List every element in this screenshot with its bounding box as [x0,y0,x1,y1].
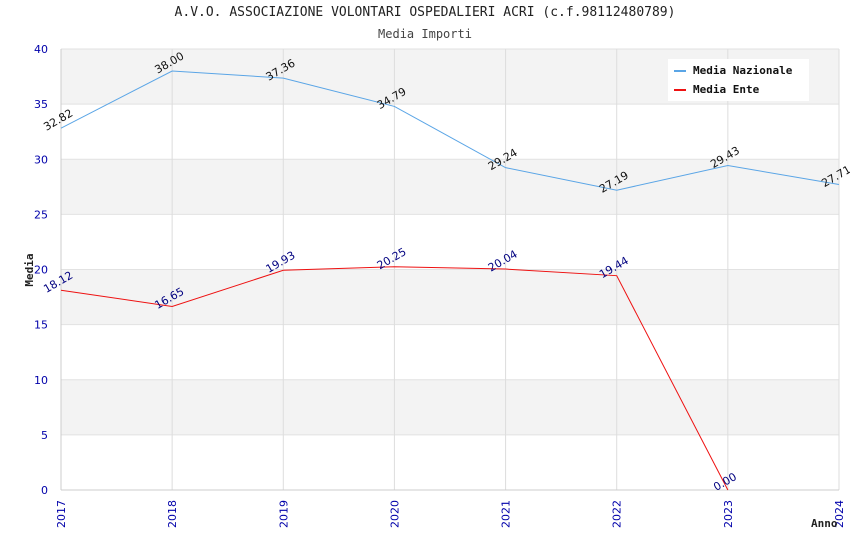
x-tick-label: 2023 [722,500,735,528]
x-tick-label: 2018 [166,500,179,528]
x-tick-label: 2022 [611,500,624,528]
grid-band [61,324,839,380]
y-tick-label: 40 [34,43,48,56]
x-tick-label: 2017 [55,500,68,528]
grid-band [61,434,839,490]
series-line [60,266,729,491]
grid-band [61,159,839,215]
x-tick-label: 2024 [833,500,846,528]
legend-label-media-nazionale: Media Nazionale [693,64,793,77]
legend-item-media-nazionale: Media Nazionale [674,64,792,78]
chart-title: A.V.O. ASSOCIAZIONE VOLONTARI OSPEDALIER… [174,5,676,20]
y-tick-label: 20 [34,264,48,277]
legend-swatch-media-ente [674,89,686,91]
x-axis-label: Anno [811,517,838,530]
x-tick-label: 2021 [500,500,513,528]
y-tick-label: 15 [34,319,48,332]
legend-swatch-media-nazionale [674,70,686,72]
y-tick-label: 30 [34,153,48,166]
x-tick-label: 2019 [277,500,290,528]
axes: 0 5 10 15 20 25 30 35 40 2017 2018 2019 2020 2021 2022… [34,43,846,528]
chart-subtitle: Media Importi [378,27,472,41]
legend-label-media-ente: Media Ente [693,83,760,96]
grid-band [61,214,839,270]
x-tick-label: 2020 [388,500,401,528]
legend: Media Nazionale Media Ente [668,59,809,101]
series-lines [60,70,840,491]
grid-band [61,104,839,160]
grid-band [61,269,839,325]
y-tick-label: 10 [34,374,48,387]
y-tick-label: 0 [41,484,48,497]
y-axis-label: Media [23,253,36,286]
series-line [60,70,840,191]
y-tick-label: 5 [41,429,48,442]
grid-band [61,379,839,435]
grid-bands [60,48,840,491]
legend-item-media-ente: Media Ente [674,83,759,97]
y-tick-label: 35 [34,98,48,111]
y-tick-label: 25 [34,208,48,221]
